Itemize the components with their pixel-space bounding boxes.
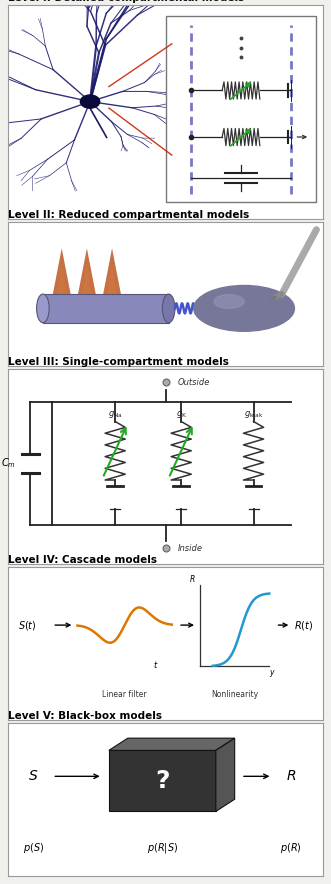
Text: $C_m$: $C_m$ xyxy=(1,456,16,470)
Text: $R$: $R$ xyxy=(286,769,297,783)
Text: $R$: $R$ xyxy=(189,574,196,584)
Text: Level III: Single-compartment models: Level III: Single-compartment models xyxy=(8,356,229,367)
Text: Nonlinearity: Nonlinearity xyxy=(211,690,258,699)
Polygon shape xyxy=(216,738,235,812)
Circle shape xyxy=(194,286,294,332)
Ellipse shape xyxy=(219,316,279,324)
Circle shape xyxy=(214,294,244,309)
Ellipse shape xyxy=(162,294,175,323)
Polygon shape xyxy=(109,738,235,751)
Text: Level II: Reduced compartmental models: Level II: Reduced compartmental models xyxy=(8,210,250,220)
Ellipse shape xyxy=(36,294,49,323)
Text: Inside: Inside xyxy=(178,544,203,552)
Text: $p(S)$: $p(S)$ xyxy=(23,841,44,855)
FancyBboxPatch shape xyxy=(166,16,316,202)
FancyBboxPatch shape xyxy=(43,294,168,323)
Circle shape xyxy=(80,95,100,108)
Text: $g_{\rm K}$: $g_{\rm K}$ xyxy=(175,408,187,420)
Text: $y$: $y$ xyxy=(269,668,276,680)
Text: Level IV: Cascade models: Level IV: Cascade models xyxy=(8,555,157,565)
Text: ?: ? xyxy=(155,769,169,793)
Text: $p(R)$: $p(R)$ xyxy=(280,841,302,855)
Polygon shape xyxy=(52,248,71,297)
Text: Level V: Black-box models: Level V: Black-box models xyxy=(8,711,162,720)
Polygon shape xyxy=(109,751,216,812)
Polygon shape xyxy=(57,263,67,294)
Text: $g_{\rm Na}$: $g_{\rm Na}$ xyxy=(108,408,122,420)
Text: Linear filter: Linear filter xyxy=(102,690,147,699)
Text: $R(t)$: $R(t)$ xyxy=(294,619,314,631)
Polygon shape xyxy=(82,263,92,294)
Text: $S$: $S$ xyxy=(28,769,39,783)
Polygon shape xyxy=(107,263,117,294)
Text: Level I: Detailed compartmental models: Level I: Detailed compartmental models xyxy=(8,0,245,4)
Text: Outside: Outside xyxy=(178,378,211,387)
Text: $t$: $t$ xyxy=(153,659,159,670)
Polygon shape xyxy=(77,248,96,297)
Text: $p(R|S)$: $p(R|S)$ xyxy=(147,841,178,855)
Text: $g_{\rm leak}$: $g_{\rm leak}$ xyxy=(244,408,263,420)
Polygon shape xyxy=(103,248,121,297)
Text: $S(t)$: $S(t)$ xyxy=(18,619,36,631)
